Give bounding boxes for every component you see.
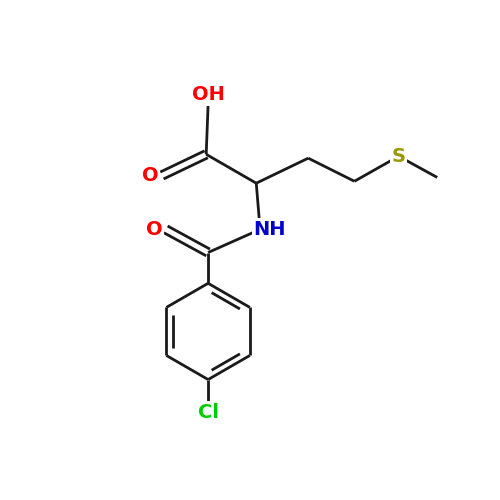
Text: OH: OH <box>192 85 224 104</box>
Text: S: S <box>392 147 406 166</box>
Text: Cl: Cl <box>198 403 218 422</box>
Text: NH: NH <box>254 220 286 239</box>
Text: O: O <box>142 166 158 185</box>
Text: O: O <box>146 220 162 239</box>
